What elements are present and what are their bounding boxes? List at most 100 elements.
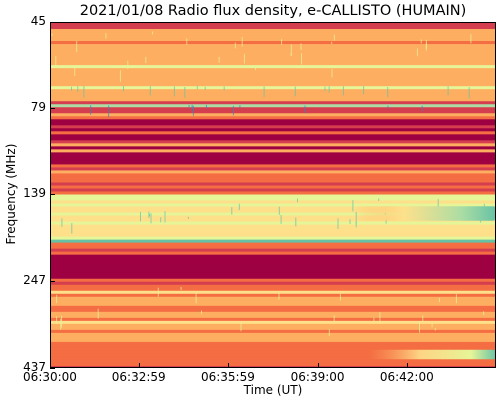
spectrogram-row — [51, 152, 495, 156]
spectrogram-speckle — [243, 53, 245, 64]
spectrogram-speckle — [387, 105, 389, 109]
spectrogram-speckle — [280, 215, 282, 224]
spectrogram-row — [51, 182, 495, 186]
spectrogram-row — [51, 275, 495, 280]
spectrogram-speckle — [201, 310, 202, 314]
spectrogram-speckle — [173, 86, 175, 97]
spectrogram-speckle — [149, 214, 150, 217]
x-tick-label: 06:39:00 — [290, 370, 345, 384]
spectrogram-speckle — [300, 43, 302, 51]
spectrogram-speckle — [97, 308, 99, 319]
spectrogram-row — [51, 41, 495, 45]
spectrogram-speckle — [483, 311, 485, 315]
spectrogram-row — [51, 110, 495, 114]
spectrogram-speckle — [204, 86, 206, 90]
spectrogram-row — [51, 32, 495, 36]
spectrogram-row — [51, 215, 495, 219]
spectrogram-speckle — [191, 104, 193, 111]
spectrogram-row — [51, 86, 495, 90]
spectrogram-row — [51, 44, 495, 48]
spectrogram-speckle — [421, 105, 423, 112]
spectrogram-speckle — [438, 298, 440, 303]
spectrogram-row — [51, 143, 495, 147]
spectrogram-row — [51, 65, 495, 69]
spectrogram-row — [51, 185, 495, 189]
spectrogram-row — [51, 104, 495, 108]
spectrogram-speckle — [157, 287, 159, 297]
spectrogram-speckle — [150, 213, 152, 224]
spectrogram-speckle — [164, 211, 166, 223]
spectrogram-row — [51, 119, 495, 123]
spectrogram-row — [51, 23, 495, 27]
spectrogram-row — [51, 191, 495, 195]
spectrogram-row — [51, 62, 495, 66]
spectrogram-speckle — [263, 86, 265, 97]
spectrogram-row — [51, 92, 495, 96]
spectrogram-row — [51, 347, 495, 352]
spectrogram-row — [51, 281, 495, 286]
spectrogram-speckle — [324, 86, 326, 92]
spectrogram-row — [51, 251, 495, 256]
x-tick-label: 06:30:00 — [23, 370, 77, 384]
y-tick-mark — [50, 281, 55, 283]
spectrogram-speckle — [278, 292, 280, 300]
spectrogram-speckle — [119, 70, 121, 82]
spectrogram-speckle — [238, 203, 240, 211]
spectrogram-row — [51, 305, 495, 310]
spectrogram-speckle — [205, 104, 207, 109]
spectrogram-row — [51, 74, 495, 78]
spectrogram-speckle — [108, 105, 110, 118]
spectrogram-speckle — [56, 316, 58, 324]
spectrogram-speckle — [331, 41, 333, 45]
spectrogram-speckle — [434, 328, 436, 331]
spectrogram-speckle — [223, 86, 225, 91]
spectrogram-row — [51, 314, 495, 319]
spectrogram-speckle — [239, 105, 241, 108]
spectrogram-row — [51, 134, 495, 138]
spectrogram-speckle — [419, 321, 420, 333]
spectrogram-speckle — [195, 292, 197, 304]
spectrogram-row — [51, 158, 495, 162]
spectrogram-speckle — [192, 105, 194, 116]
spectrogram-speckle — [290, 53, 292, 56]
spectrogram-speckle — [90, 105, 92, 115]
spectrogram-row — [51, 179, 495, 183]
spectrogram-speckle — [301, 53, 302, 65]
spectrogram-speckle — [51, 33, 53, 36]
spectrogram-row — [51, 269, 495, 274]
spectrogram-speckle — [145, 56, 147, 64]
spectrogram-row — [51, 308, 495, 313]
spectrogram-row — [51, 161, 495, 165]
spectrogram-row — [51, 188, 495, 192]
y-tick-label: 437 — [23, 360, 46, 374]
spectrogram-plot-area — [50, 22, 496, 368]
spectrogram-speckle — [60, 318, 62, 330]
spectrogram-row — [51, 350, 495, 355]
spectrogram-row — [51, 284, 495, 289]
spectrogram-speckle — [342, 86, 344, 96]
spectrogram-row — [51, 50, 495, 54]
spectrogram-row — [51, 239, 495, 244]
spectrogram-row — [51, 245, 495, 250]
spectrogram-speckle — [420, 39, 422, 44]
spectrogram-row — [51, 176, 495, 180]
spectrogram-row — [51, 206, 495, 210]
spectrogram-row — [51, 137, 495, 141]
spectrogram-row — [51, 122, 495, 126]
spectrogram-row — [51, 170, 495, 174]
spectrogram-row — [51, 140, 495, 144]
spectrogram-row — [51, 254, 495, 259]
spectrogram-row — [51, 35, 495, 39]
y-tick-mark — [50, 107, 55, 109]
spectrogram-row — [51, 89, 495, 93]
spectrogram-row — [51, 83, 495, 87]
spectrogram — [51, 23, 495, 367]
spectrogram-speckle — [56, 294, 58, 304]
spectrogram-speckle — [74, 65, 76, 76]
spectrogram-speckle — [337, 218, 339, 229]
spectrogram-speckle — [71, 86, 72, 91]
spectrogram-row — [51, 329, 495, 334]
spectrogram-row — [51, 290, 495, 295]
x-tick-label: 06:42:00 — [379, 370, 434, 384]
spectrogram-speckle — [255, 65, 256, 71]
